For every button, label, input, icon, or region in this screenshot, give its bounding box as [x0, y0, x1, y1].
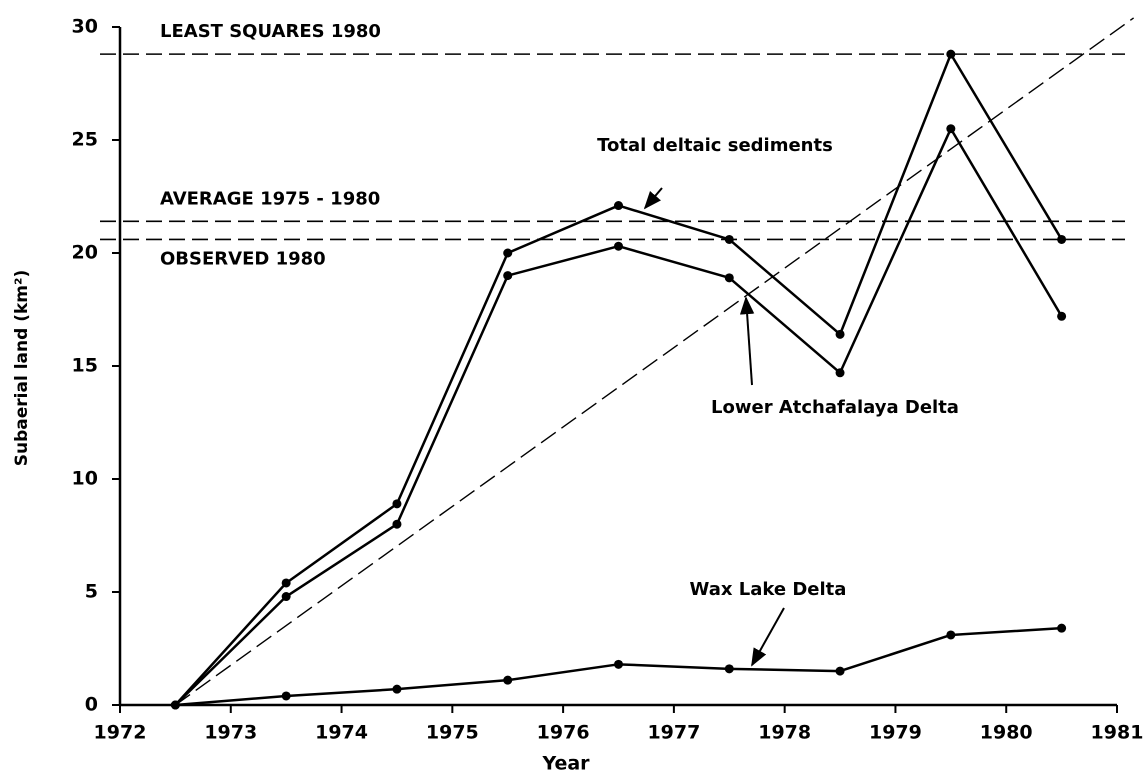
data-point	[946, 124, 956, 134]
x-tick-label: 1976	[537, 722, 590, 744]
data-point	[281, 592, 291, 602]
data-point	[281, 578, 291, 588]
data-point	[614, 659, 623, 669]
data-point	[392, 499, 402, 509]
x-tick-label: 1972	[94, 722, 147, 744]
x-tick-label: 1981	[1091, 722, 1144, 744]
data-point	[946, 49, 956, 59]
x-tick-label: 1980	[980, 722, 1033, 744]
series-label: Lower Atchafalaya Delta	[711, 397, 959, 418]
y-tick-label: 0	[85, 694, 98, 716]
data-point	[170, 700, 180, 710]
annotation-arrow	[739, 296, 755, 386]
data-point	[724, 273, 734, 283]
y-tick-label: 30	[72, 16, 98, 38]
reference-label: LEAST SQUARES 1980	[160, 21, 381, 42]
data-point	[1057, 311, 1067, 321]
data-point	[1057, 623, 1067, 633]
data-point	[392, 684, 402, 694]
x-tick-label: 1973	[204, 722, 257, 744]
x-tick-label: 1977	[647, 722, 700, 744]
data-point	[835, 329, 845, 339]
y-tick-label: 15	[72, 355, 98, 377]
data-point	[724, 664, 734, 674]
annotation-arrow	[643, 187, 663, 210]
trend-line	[174, 17, 1135, 706]
x-tick-label: 1975	[426, 722, 479, 744]
data-point	[503, 675, 513, 685]
y-tick-label: 10	[72, 468, 98, 490]
data-point	[503, 248, 513, 258]
x-axis-title: Year	[541, 753, 590, 775]
series-label: Total deltaic sediments	[597, 135, 833, 156]
data-point	[724, 234, 734, 244]
data-point	[503, 271, 513, 281]
reference-label: OBSERVED 1980	[160, 248, 326, 269]
data-point	[614, 241, 623, 251]
data-point	[281, 691, 291, 701]
series-label: Wax Lake Delta	[690, 579, 847, 600]
y-axis-title: Subaerial land (km²)	[12, 270, 32, 466]
x-tick-label: 1978	[758, 722, 811, 744]
y-tick-label: 5	[85, 581, 98, 603]
data-point	[835, 368, 845, 378]
reference-label: AVERAGE 1975 - 1980	[160, 188, 380, 209]
data-point	[1057, 234, 1067, 244]
y-tick-label: 25	[72, 129, 98, 151]
data-point	[614, 201, 623, 211]
data-point	[392, 519, 402, 529]
x-tick-label: 1979	[869, 722, 922, 744]
data-point	[835, 666, 845, 676]
annotation-arrow	[751, 607, 785, 667]
x-tick-label: 1974	[315, 722, 368, 744]
data-point	[946, 630, 956, 640]
y-tick-label: 20	[72, 242, 98, 264]
